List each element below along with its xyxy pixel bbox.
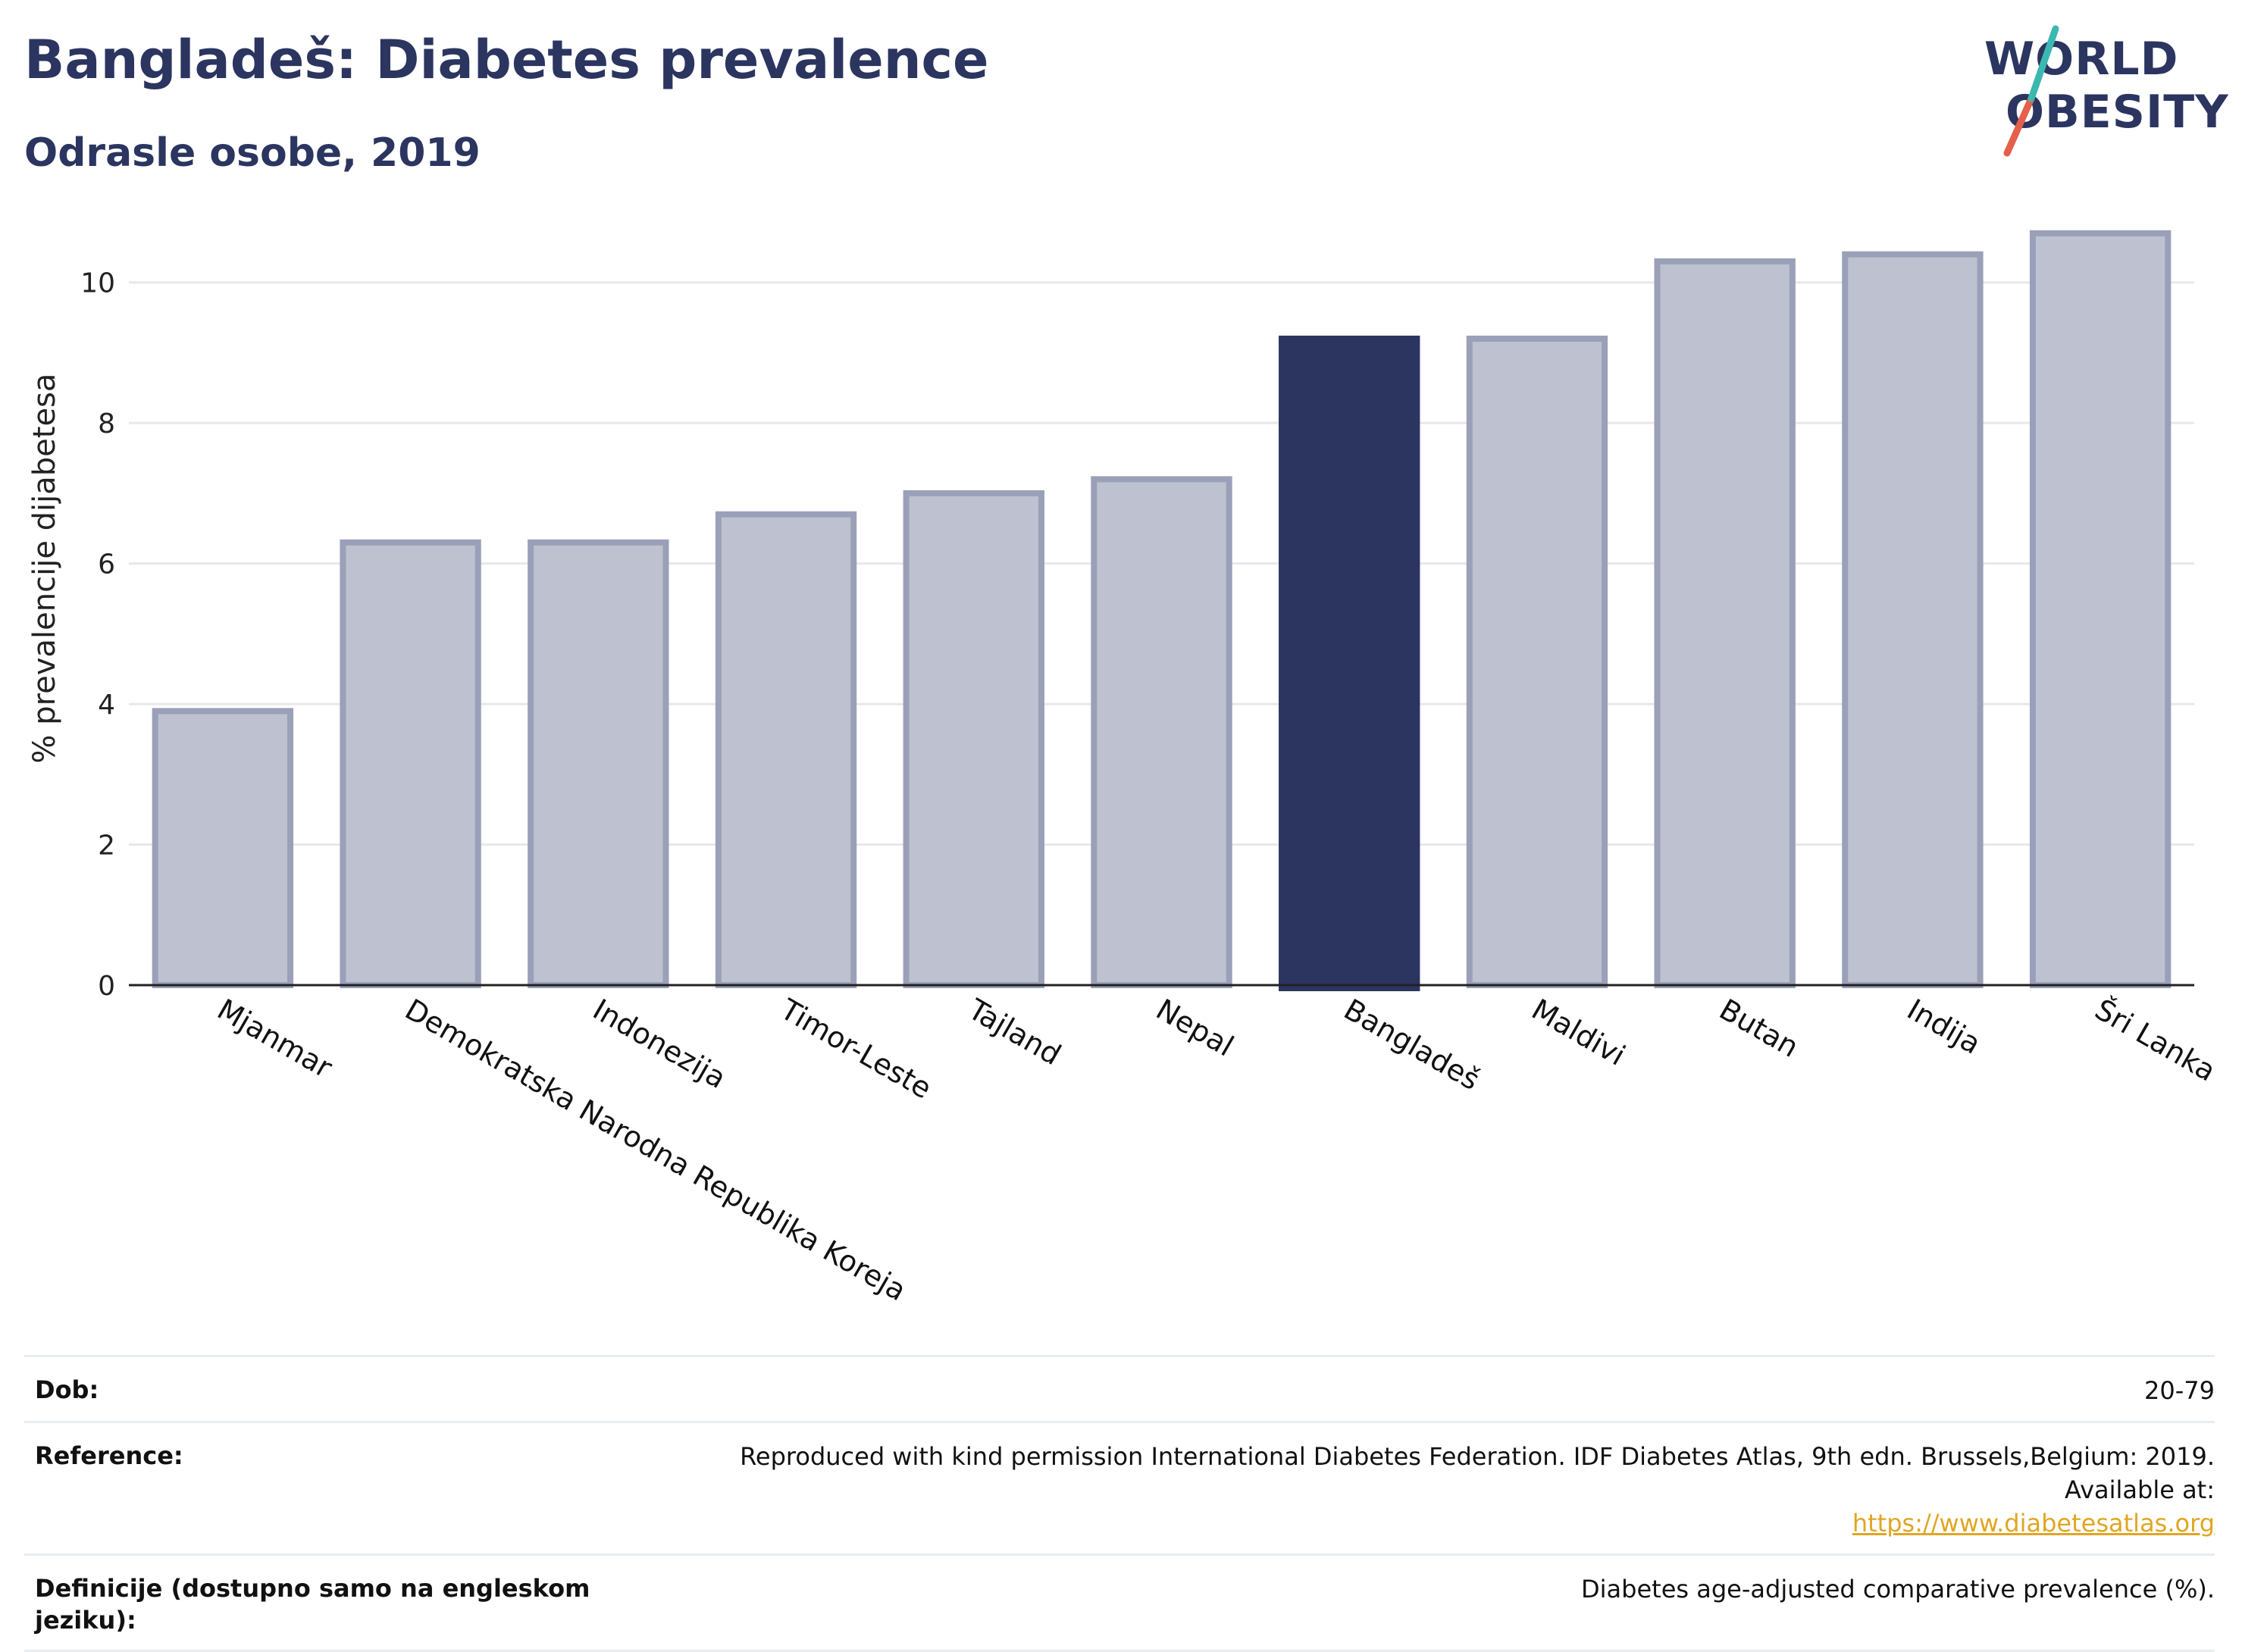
bar-3 [715,511,857,988]
info-value: 20-79 [2144,1376,2215,1405]
y-axis-ticks: 0 2 4 6 8 10 [80,268,115,1002]
info-table: Dob: 20-79 Reference: Reproduced with ki… [24,1355,2215,1652]
bar-2 [528,539,669,988]
x-axis-labels: Mjanmar Demokratska Narodna Republika Kor… [211,992,2221,1307]
bar-6 [1279,335,1420,991]
x-tick-label: Butan [1714,993,1804,1064]
bar-0 [152,708,294,988]
info-row-definition: Definicije (dostupno samo na engleskom j… [24,1553,2215,1652]
x-tick-label: Maldivi [1526,993,1630,1072]
world-obesity-logo: WORLD OBESITY [1984,25,2228,157]
logo-line-1: WORLD [1984,33,2178,86]
x-tick-label: Tajland [962,992,1066,1072]
reference-link[interactable]: https://www.diabetesatlas.org [1852,1509,2215,1538]
bar-9 [1842,251,1984,989]
bar-5 [1091,476,1232,988]
info-row-reference: Reference: Reproduced with kind permissi… [24,1421,2215,1553]
x-tick-label: Indija [1902,993,1987,1061]
bar-8 [1654,258,1796,988]
bar-7 [1466,335,1608,988]
y-tick-label: 4 [98,690,115,721]
page-title: Bangladeš: Diabetes prevalence [24,29,989,91]
x-tick-label: Šri Lanka [2090,993,2222,1088]
y-axis-label: % prevalencije dijabetesa [27,374,62,764]
info-value: Diabetes age-adjusted comparative preval… [1581,1575,2215,1604]
bar-chart: 0 2 4 6 8 10 Mjanmar Demokratska Narodna Repub… [27,230,2222,1307]
bars [152,230,2172,991]
logo-line-2: OBESITY [2006,86,2228,139]
y-tick-label: 2 [98,831,115,862]
page-subtitle: Odrasle osobe, 2019 [24,130,481,176]
info-row-age: Dob: 20-79 [24,1355,2215,1421]
info-value: Reproduced with kind permission Internat… [623,1423,2215,1553]
logo-slash-top [2028,25,2059,102]
y-tick-label: 8 [98,408,115,440]
reference-text: Reproduced with kind permission Internat… [740,1442,2215,1504]
x-tick-label: Indonezija [587,993,731,1095]
info-key: Definicije (dostupno samo na engleskom j… [35,1574,590,1635]
info-key: Dob: [35,1375,99,1404]
x-tick-label: Mjanmar [211,993,338,1085]
x-tick-label: Timor-Leste [775,992,938,1105]
x-tick-label: Nepal [1151,993,1239,1063]
bar-1 [340,539,481,988]
bar-10 [2029,230,2172,989]
y-tick-label: 10 [80,268,115,299]
info-key: Reference: [35,1441,183,1470]
x-tick-label: Bangladeš [1339,993,1486,1097]
logo-slash-bottom [2003,95,2035,157]
bar-4 [903,490,1044,988]
y-tick-label: 0 [98,971,115,1002]
y-tick-label: 6 [98,549,115,580]
